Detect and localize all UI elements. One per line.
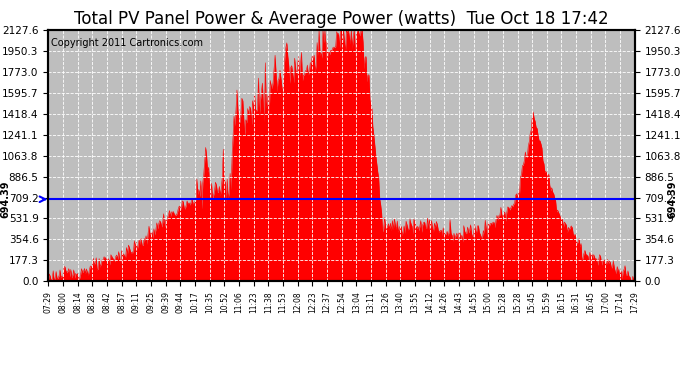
Text: 694.39: 694.39: [0, 180, 10, 218]
Title: Total PV Panel Power & Average Power (watts)  Tue Oct 18 17:42: Total PV Panel Power & Average Power (wa…: [75, 10, 609, 28]
Text: Copyright 2011 Cartronics.com: Copyright 2011 Cartronics.com: [51, 38, 204, 48]
Text: 694.39: 694.39: [667, 180, 677, 218]
